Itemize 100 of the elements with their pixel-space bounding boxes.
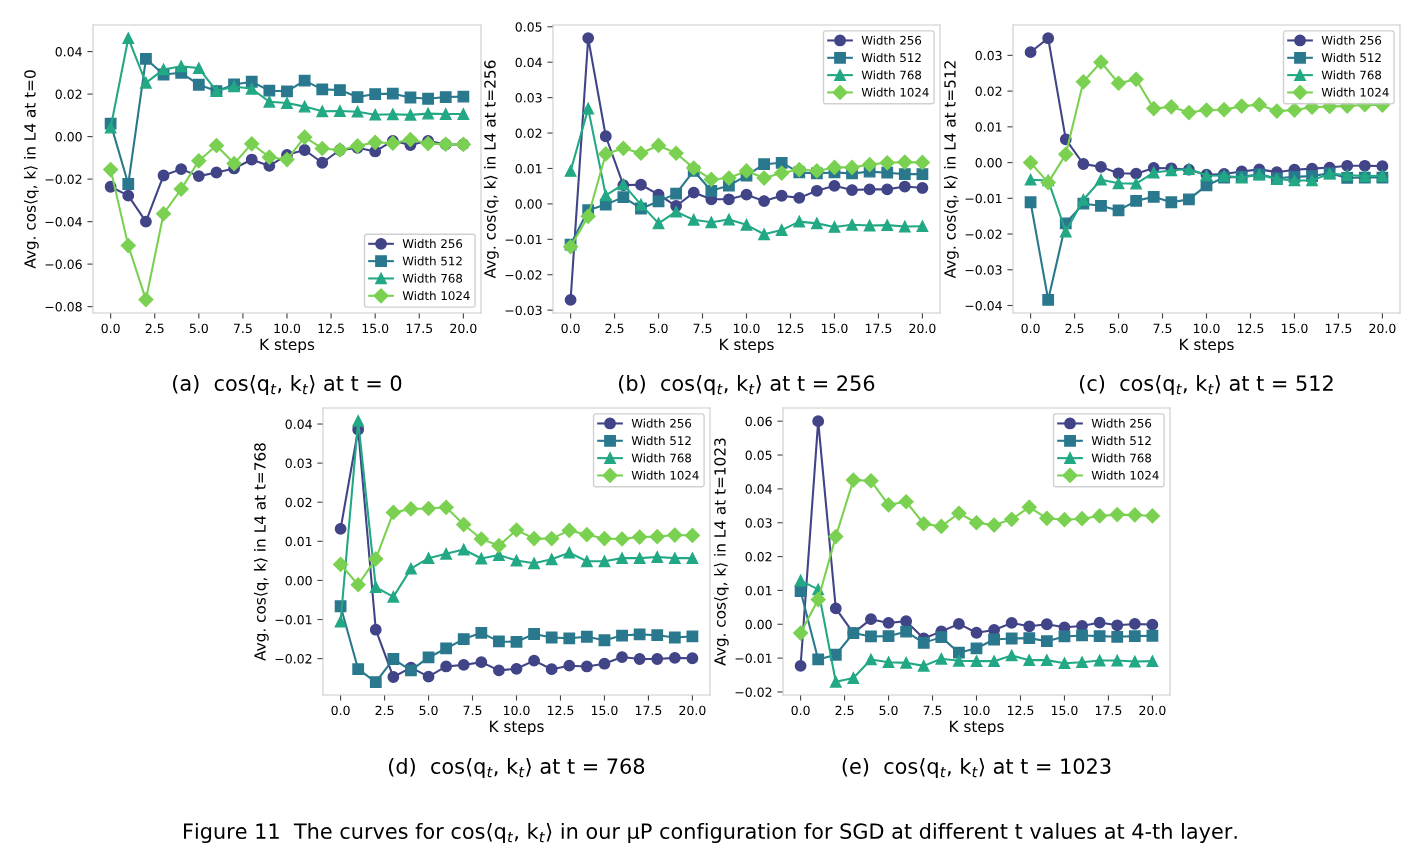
y-tick-label: 0.02 <box>515 128 542 138</box>
x-tick-label: 5.0 <box>1109 323 1128 334</box>
x-tick-label: 12.5 <box>547 705 574 716</box>
legend-label: Width 768 <box>1091 453 1152 463</box>
y-tick-label: 0.01 <box>975 122 1002 132</box>
y-tick-label: −0.03 <box>965 265 1002 275</box>
y-tick-label: −0.04 <box>965 300 1002 311</box>
y-tick-label: 0.06 <box>745 416 772 427</box>
y-tick-label: 0.04 <box>745 484 772 494</box>
y-tick-label: −0.04 <box>45 217 82 227</box>
x-tick-label: 12.5 <box>1007 705 1034 716</box>
y-tick-label: 0.05 <box>745 450 772 460</box>
y-tick-label: 0.05 <box>515 22 542 32</box>
x-tick-label: 15.0 <box>1051 705 1078 716</box>
x-tick-label: 10.0 <box>963 705 990 716</box>
y-tick-label: 0.04 <box>55 47 82 57</box>
y-tick-label: 0.04 <box>515 57 542 68</box>
x-tick-label: 5.0 <box>649 323 668 334</box>
legend-label: Width 1024 <box>861 87 929 97</box>
y-tick-label: −0.02 <box>45 174 82 185</box>
x-tick-label: 0.0 <box>1021 323 1040 334</box>
y-tick-label: −0.01 <box>275 615 312 625</box>
y-tick-label: 0.03 <box>285 458 312 469</box>
legend-label: Width 256 <box>1321 35 1382 45</box>
legend-label: Width 512 <box>631 435 691 446</box>
x-tick-label: 5.0 <box>189 323 208 334</box>
y-tick-label: 0.03 <box>515 93 542 103</box>
legend-label: Width 256 <box>1091 418 1152 428</box>
y-tick-label: 0.01 <box>515 163 542 174</box>
x-tick-label: 20.0 <box>1369 323 1396 334</box>
text: (d) cos⟨q$_{t}$, k$_{t}$⟩ at t = 768 <box>389 757 645 779</box>
x-tick-label: 0.0 <box>101 323 120 334</box>
x-tick-label: 7.5 <box>463 705 482 716</box>
x-tick-label: 17.5 <box>1095 705 1122 716</box>
x-tick-label: 2.5 <box>145 323 164 334</box>
legend-label: Width 256 <box>631 418 692 428</box>
x-axis-title: K steps <box>720 338 774 354</box>
y-tick-label: 0.01 <box>745 585 772 596</box>
legend-label: Width 768 <box>402 273 463 283</box>
legend-label: Width 512 <box>1091 435 1151 446</box>
y-tick-label: 0.03 <box>745 518 772 528</box>
legend-label: Width 512 <box>861 52 921 63</box>
x-tick-label: 10.0 <box>733 323 760 334</box>
x-tick-label: 10.0 <box>274 323 301 334</box>
x-tick-label: 0.0 <box>331 705 350 716</box>
x-axis-title: K steps <box>950 720 1004 736</box>
x-tick-label: 12.5 <box>1237 323 1264 334</box>
y-tick-label: −0.08 <box>45 302 82 312</box>
legend-label: Width 768 <box>1321 70 1382 80</box>
x-tick-label: 15.0 <box>1281 323 1308 334</box>
x-tick-label: 7.5 <box>1153 323 1172 334</box>
y-axis-title: Avg. cos⟨q, k⟩ in L4 at t=768 <box>253 443 269 661</box>
x-tick-label: 7.5 <box>923 705 942 716</box>
x-tick-label: 12.5 <box>318 323 344 334</box>
x-tick-label: 7.5 <box>693 323 712 334</box>
x-tick-label: 0.0 <box>561 323 580 334</box>
legend-label: Width 1024 <box>1321 87 1389 97</box>
text: (b) cos⟨q$_{t}$, k$_{t}$⟩ at t = 256 <box>619 374 875 396</box>
text: (a) cos⟨q$_{t}$, k$_{t}$⟩ at t = 0 <box>173 374 402 396</box>
y-tick-label: −0.01 <box>505 234 542 245</box>
x-tick-label: 17.5 <box>865 323 892 334</box>
y-tick-label: 0.00 <box>515 199 542 209</box>
y-tick-label: 0.00 <box>55 132 82 142</box>
y-axis-title: Avg. cos⟨q, k⟩ in L4 at t=0 <box>23 70 39 269</box>
x-tick-label: 20.0 <box>1139 705 1166 716</box>
x-tick-label: 20.0 <box>909 323 936 334</box>
y-tick-label: −0.06 <box>45 259 82 270</box>
legend-label: Width 768 <box>631 453 692 463</box>
x-tick-label: 15.0 <box>362 323 389 334</box>
x-tick-label: 10.0 <box>503 705 530 716</box>
y-tick-label: −0.02 <box>505 270 542 280</box>
y-tick-label: 0.02 <box>55 89 82 99</box>
x-tick-label: 20.0 <box>450 323 477 334</box>
y-tick-label: −0.01 <box>735 653 772 664</box>
x-tick-label: 17.5 <box>1325 323 1352 334</box>
x-tick-label: 12.5 <box>777 323 804 334</box>
x-tick-label: 5.0 <box>419 705 438 716</box>
x-tick-label: 17.5 <box>635 705 662 716</box>
y-tick-label: 0.00 <box>975 158 1002 168</box>
x-tick-label: 15.0 <box>591 705 618 716</box>
y-axis-title: Avg. cos⟨q, k⟩ in L4 at t=512 <box>943 61 959 279</box>
x-axis-title: K steps <box>1180 338 1234 354</box>
x-tick-label: 2.5 <box>1065 323 1084 334</box>
y-tick-label: 0.02 <box>285 497 312 508</box>
x-tick-label: 7.5 <box>234 323 252 334</box>
y-tick-label: −0.02 <box>965 229 1002 239</box>
y-axis-title: Avg. cos⟨q, k⟩ in L4 at t=256 <box>483 60 499 279</box>
x-tick-label: 2.5 <box>375 705 394 716</box>
legend-label: Width 256 <box>861 35 922 45</box>
x-tick-label: 17.5 <box>406 323 433 334</box>
x-tick-label: 10.0 <box>1193 323 1220 334</box>
y-tick-label: −0.01 <box>965 193 1002 204</box>
y-tick-label: 0.02 <box>975 86 1002 97</box>
y-tick-label: 0.00 <box>285 575 312 586</box>
y-tick-label: 0.00 <box>745 619 772 630</box>
y-tick-label: 0.03 <box>975 50 1002 61</box>
x-axis-title: K steps <box>490 720 544 736</box>
text: (e) cos⟨q$_{t}$, k$_{t}$⟩ at t = 1023 <box>842 757 1111 779</box>
legend-label: Width 768 <box>861 70 922 80</box>
x-tick-label: 15.0 <box>821 323 848 334</box>
